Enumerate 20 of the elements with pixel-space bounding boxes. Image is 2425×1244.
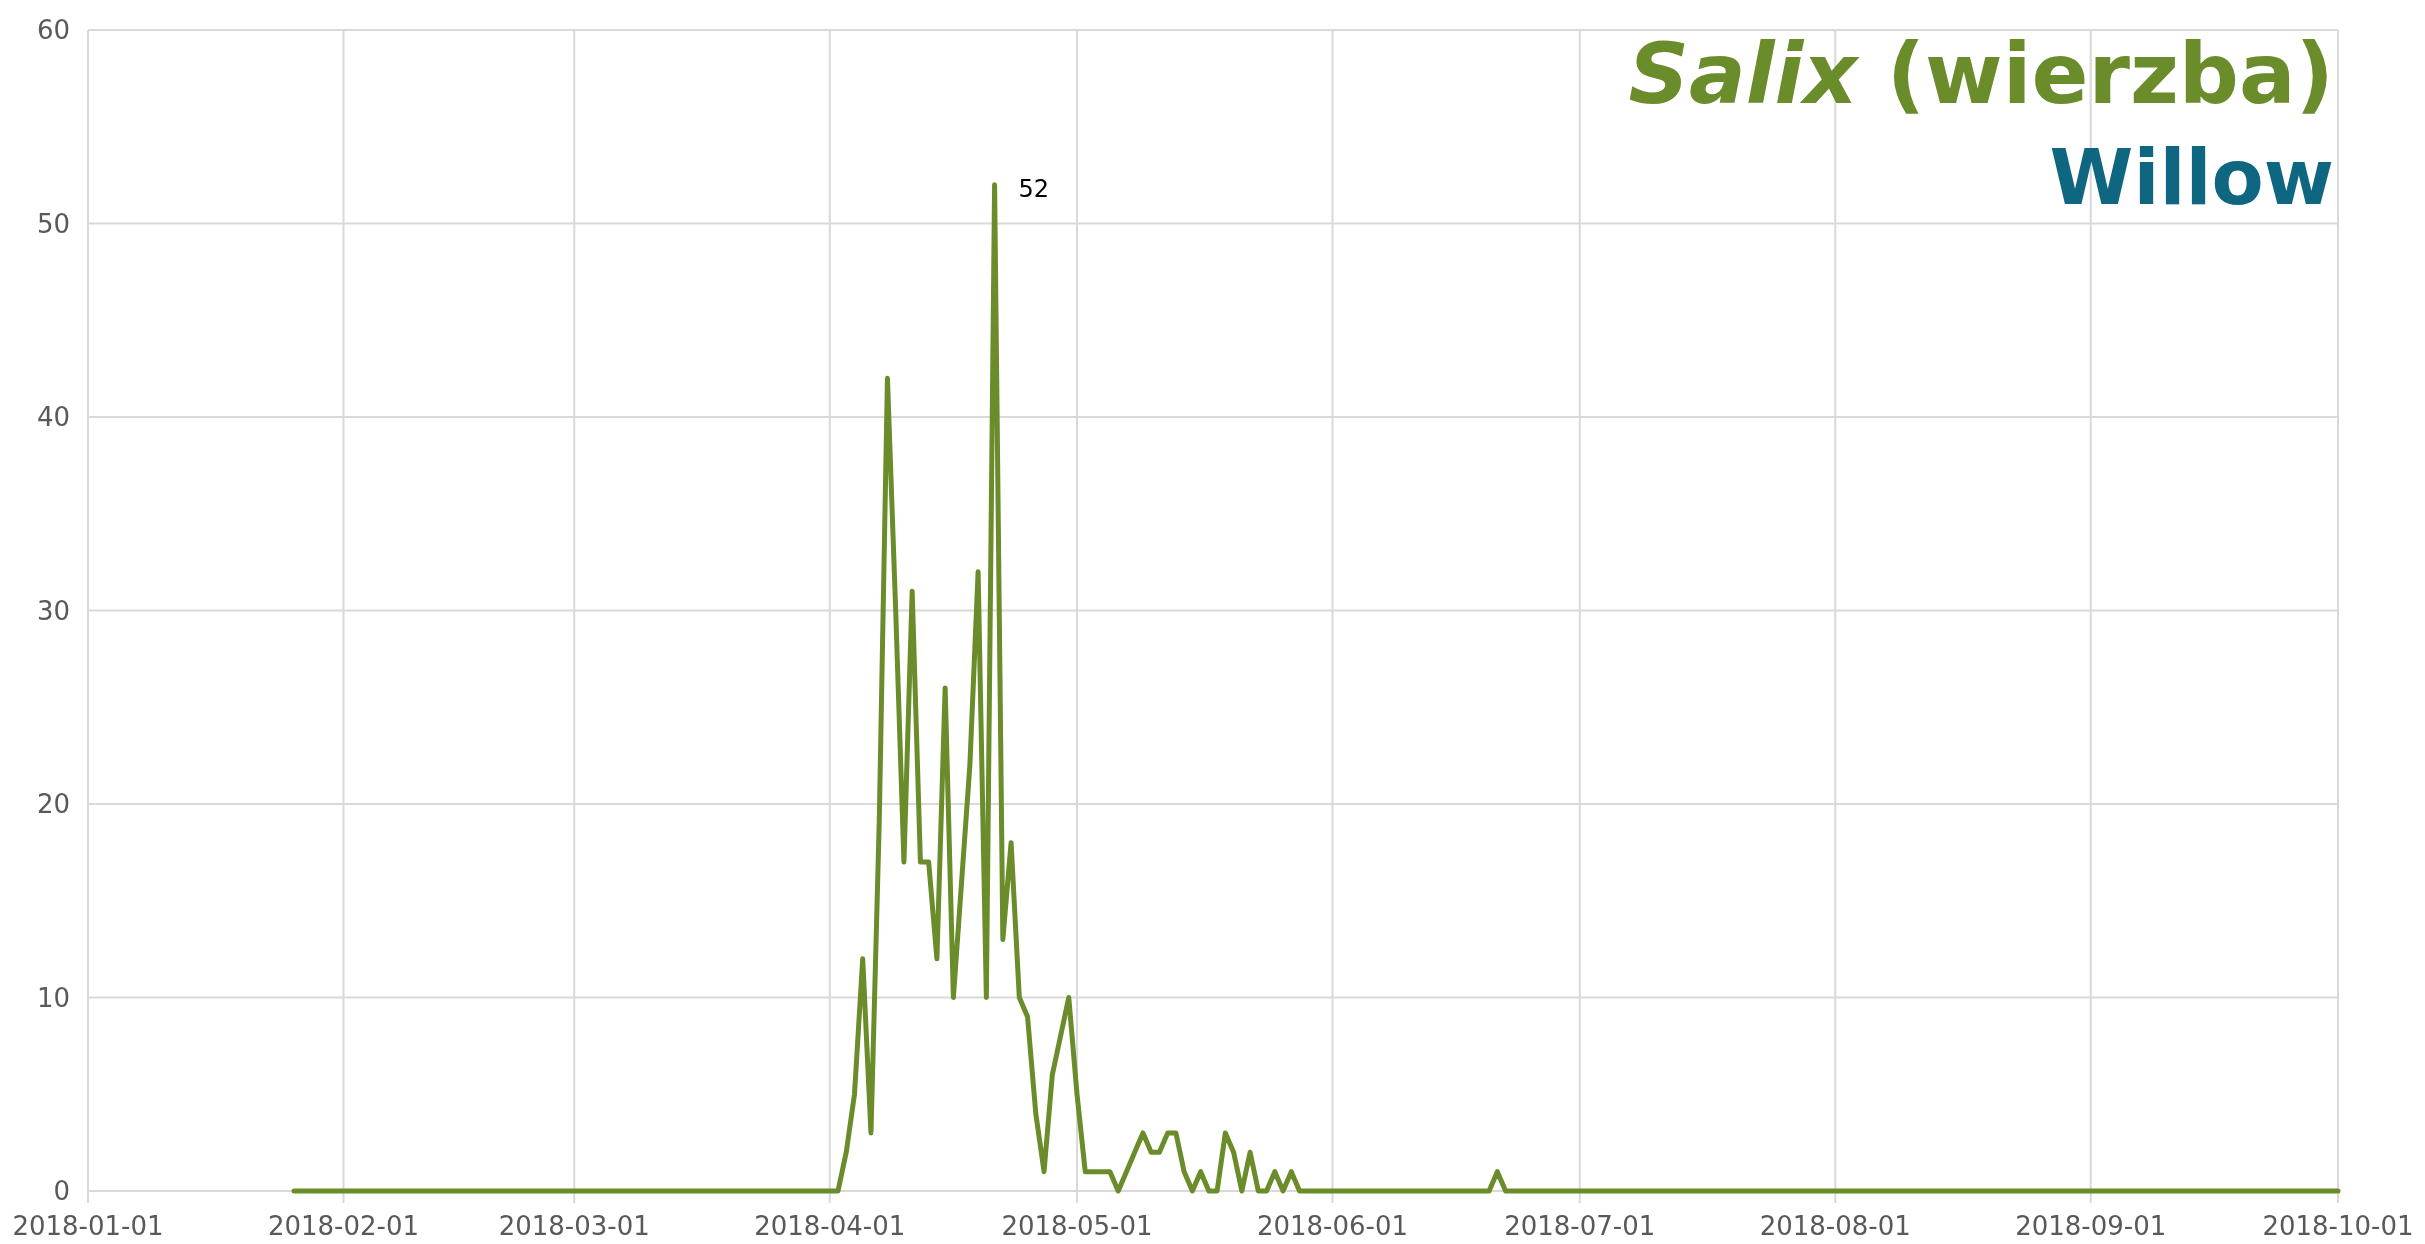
x-tick-label: 2018-07-01 (1504, 1211, 1656, 1241)
x-tick-label: 2018-03-01 (498, 1211, 650, 1241)
x-tick-label: 2018-06-01 (1256, 1211, 1409, 1241)
y-tick-label: 50 (36, 208, 70, 239)
x-tick-label: 2018-05-01 (1001, 1211, 1153, 1241)
y-tick-label: 0 (53, 1176, 70, 1207)
x-tick-label: 2018-01-01 (12, 1211, 164, 1241)
x-tick-label: 2018-04-01 (754, 1211, 906, 1241)
annotation: 52 (1018, 174, 1050, 203)
chart-title: Salix (wierzba) (1628, 25, 2334, 123)
x-tick-label: 2018-02-01 (267, 1211, 420, 1241)
y-tick-label: 20 (36, 789, 70, 820)
text: Willow (2049, 133, 2334, 222)
y-tick-label: 10 (36, 982, 70, 1013)
x-tick-label: 2018-10-01 (2262, 1211, 2414, 1241)
y-tick-label: 40 (36, 402, 70, 433)
x-tick-label: 2018-09-01 (2015, 1211, 2167, 1241)
x-tick-label: 2018-08-01 (1759, 1211, 1911, 1241)
y-tick-label: 30 (36, 595, 70, 626)
y-tick-label: 60 (36, 15, 70, 46)
